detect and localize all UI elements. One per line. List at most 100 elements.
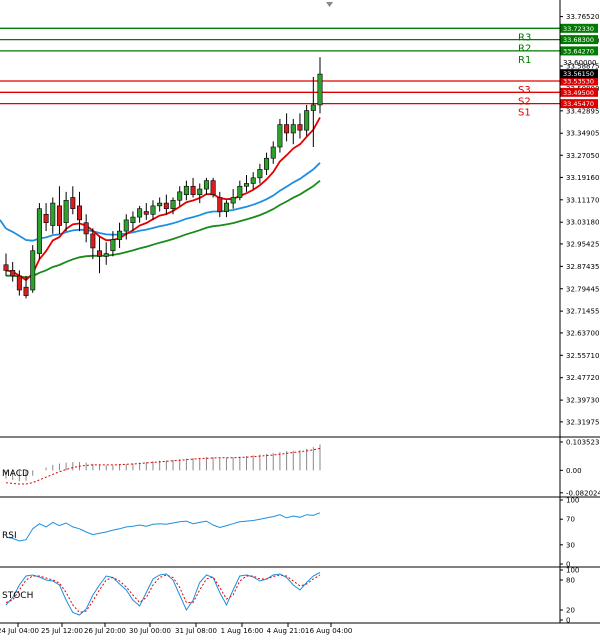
stoch-tick-label: 20 [566, 607, 575, 615]
stoch-tick-label: 100 [566, 567, 579, 575]
stoch-panel: 100 80 20 0 STOCH [0, 567, 600, 625]
price-tick-label: 33.19160 [566, 174, 599, 182]
price-tick-label: 32.95425 [566, 240, 599, 248]
time-tick-label: 1 Aug 16:00 [221, 627, 264, 635]
rsi-tick-label: 0 [566, 561, 570, 569]
candle-bear [16, 275, 22, 291]
pivot-tag-value: 33.72330 [563, 25, 594, 33]
rsi-tick-label: 30 [566, 541, 575, 549]
price-tick-label: 33.03180 [566, 219, 599, 227]
price-tick-label: 32.79445 [566, 285, 599, 293]
time-axis-labels: 24 Jul 04:00 25 Jul 12:00 26 Jul 20:00 30 J… [0, 623, 352, 635]
moving-average-lines [0, 116, 321, 282]
price-tick-label: 32.31975 [566, 418, 599, 426]
rsi-axis-ticks: 100 70 30 0 [560, 497, 579, 569]
pivot-label-r2: R2 [518, 44, 531, 55]
price-candles [3, 57, 323, 299]
pivot-tag-value: 33.64270 [563, 47, 594, 55]
candle-bull [103, 253, 109, 257]
candle-bear [217, 197, 223, 212]
candle-bear [210, 180, 216, 195]
candle-bear [3, 264, 9, 271]
candle-bull [130, 216, 136, 224]
candle-bull [304, 110, 310, 131]
macd-histogram [5, 444, 321, 482]
candle-bear [284, 124, 290, 134]
stoch-tick-label: 80 [566, 577, 575, 585]
ema-red-line [5, 116, 321, 282]
stoch-axis-ticks: 100 80 20 0 [560, 567, 579, 625]
pivot-tag-r1 [560, 46, 598, 56]
candle-bear [70, 197, 76, 209]
price-panel: 33.7652033.6805033.5887533.5080033.42895… [0, 0, 600, 438]
candle-bull [110, 239, 116, 252]
macd-label: MACD [2, 469, 29, 479]
pivot-tag-s3 [560, 76, 598, 86]
macd-signal-line [5, 447, 321, 485]
candle-bull [223, 202, 229, 212]
pivot-tag-value: 33.49500 [563, 89, 594, 97]
price-plot-area [0, 0, 560, 437]
time-tick-label: 25 Jul 12:00 [41, 627, 83, 635]
rsi-label: RSI [2, 531, 17, 541]
candle-bull [270, 146, 276, 159]
candle-bull [317, 73, 323, 106]
candle-bull [230, 197, 236, 204]
rsi-tick-label: 70 [566, 516, 575, 524]
candle-bull [123, 219, 129, 232]
macd-tick-label: 0.00 [566, 467, 582, 475]
rsi-line [5, 512, 321, 542]
candle-bull [150, 205, 156, 215]
price-tick-label: 32.47720 [566, 374, 599, 382]
macd-tick-label: -0.082024 [566, 489, 600, 497]
time-tick-label: 4 Aug 21:01 [267, 627, 310, 635]
pivot-tag-s2 [560, 87, 598, 97]
candle-bull [257, 169, 263, 179]
candle-bear [10, 270, 16, 277]
pivot-tag-value: 33.68300 [563, 36, 594, 44]
candle-bear [83, 222, 89, 235]
pivot-tag-s1 [560, 99, 598, 109]
last-price-tag [560, 69, 598, 79]
candle-bear [56, 205, 62, 226]
candle-bull [137, 208, 143, 218]
candle-bull [237, 185, 243, 198]
pivot-tag-r2 [560, 35, 598, 45]
overlapped-price-label: 33.60000 [563, 59, 596, 67]
price-tick-label: 32.71455 [566, 308, 599, 316]
macd-tick-label: 0.103523 [566, 438, 599, 446]
candle-bear [297, 124, 303, 131]
price-tick-label: 33.34905 [566, 130, 599, 138]
pivot-tag-r3 [560, 23, 598, 33]
candle-bull [183, 185, 189, 195]
price-tick-label: 33.42895 [566, 107, 599, 115]
pivot-label-r3: R3 [518, 32, 531, 43]
candle-bear [163, 202, 169, 209]
time-tick-label: 26 Jul 20:00 [84, 627, 126, 635]
price-tick-label: 32.63700 [566, 329, 599, 337]
ema-blue-line [5, 162, 321, 242]
ema-blue-lead [0, 219, 7, 230]
price-axis-tags: 33.72330 33.68300 33.64270 33.53530 33.49500… [560, 23, 598, 109]
price-tick-label: 32.55710 [566, 352, 599, 360]
candle-bull [157, 202, 163, 207]
macd-panel: 0.103523 0.00 -0.082024 MACD [0, 437, 600, 498]
candle-bull [117, 230, 123, 240]
ema-green-line [6, 180, 321, 279]
time-tick-label: 30 Jul 00:00 [129, 627, 171, 635]
candle-bear [43, 213, 49, 224]
candle-bull [310, 104, 316, 111]
time-tick-label: 6 Aug 04:00 [310, 627, 353, 635]
price-tick-label: 33.11170 [566, 196, 599, 204]
candle-bull [170, 199, 176, 209]
candle-bull [50, 202, 56, 226]
pivot-label-r1: R1 [518, 55, 531, 66]
price-tick-label: 32.39730 [566, 397, 599, 405]
stoch-k-line [5, 572, 321, 616]
candle-bull [30, 250, 36, 291]
scroll-marker-icon[interactable] [326, 2, 333, 7]
pivot-tag-value: 33.45470 [563, 100, 594, 108]
stoch-tick-label: 0 [566, 617, 570, 625]
